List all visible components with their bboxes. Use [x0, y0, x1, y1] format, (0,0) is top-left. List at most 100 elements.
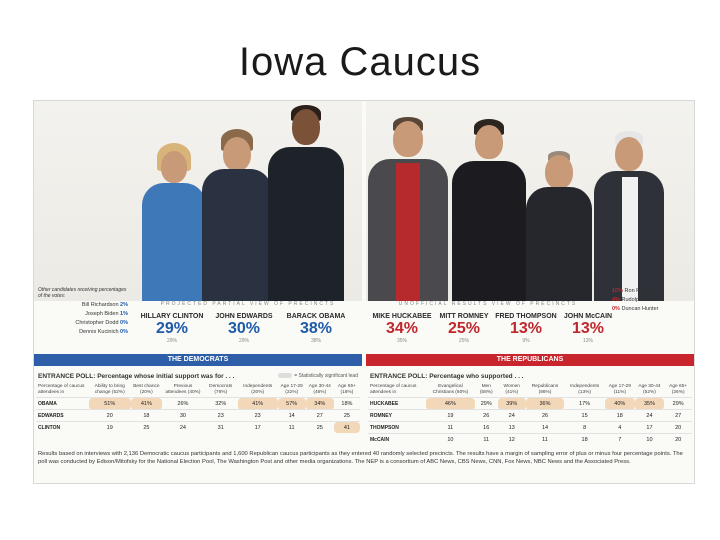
- table-cell: 29%: [474, 397, 498, 410]
- table-cell: 17%: [564, 397, 606, 410]
- table-cell: 25: [305, 421, 334, 433]
- table-row: EDWARDS 20 18 30 23 23 14 27 25: [36, 409, 360, 422]
- table-cell: 18%: [333, 397, 360, 410]
- table-cell: 46%: [425, 397, 475, 410]
- table-cell: 13: [497, 421, 526, 434]
- table-cell: 10: [634, 433, 665, 445]
- others-item: Joseph Biden 1%: [85, 311, 128, 317]
- table-cell: 34%: [305, 397, 334, 410]
- table-cell: 17: [237, 421, 278, 433]
- table-cell: 11: [277, 421, 306, 433]
- table-cell: 20: [88, 409, 131, 422]
- table-row: CLINTON 19 25 24 31 17 11 25 41: [36, 421, 360, 433]
- democrats-poll-table: Percentage of caucus attendees in Abilit…: [36, 383, 360, 433]
- table-cell: 25: [130, 421, 163, 433]
- table-cell: 17: [634, 421, 665, 434]
- democrats-photo: [34, 101, 362, 301]
- row-candidate-name: EDWARDS: [36, 409, 89, 422]
- table-cell: 31: [203, 421, 238, 433]
- table-cell: 24: [497, 409, 526, 422]
- table-cell: 57%: [277, 397, 306, 410]
- candidate-obama: BARACK OBAMA 38% 38%: [286, 313, 346, 344]
- thompson-figure: [526, 149, 592, 301]
- others-item: 10% Ron Paul: [612, 288, 648, 294]
- table-cell: 4: [605, 421, 635, 434]
- table-cell: 39%: [497, 397, 526, 410]
- table-cell: 27: [305, 409, 334, 422]
- others-item: Christopher Dodd 0%: [75, 320, 128, 326]
- methodology-footnote: Results based on interviews with 2,136 D…: [38, 451, 683, 465]
- republicans-photo: [366, 101, 694, 301]
- table-cell: 41: [333, 421, 360, 433]
- table-cell: 26%: [162, 397, 204, 410]
- table-cell: 19: [88, 421, 131, 433]
- edwards-figure: [202, 129, 272, 301]
- table-cell: 11: [525, 433, 565, 445]
- table-cell: 20: [664, 421, 692, 434]
- others-item: 0% Duncan Hunter: [612, 306, 659, 312]
- table-cell: 25: [333, 409, 360, 422]
- table-cell: 20: [664, 433, 692, 445]
- table-header-row: Percentage of caucus attendees in Evange…: [370, 384, 688, 395]
- others-item: Dennis Kucinich 0%: [79, 329, 128, 335]
- table-cell: 10: [425, 433, 475, 445]
- table-cell: 19: [425, 409, 475, 422]
- candidate-thompson: FRED THOMPSON 13% 9%: [495, 313, 557, 344]
- obama-figure: [268, 105, 344, 301]
- table-cell: 27: [664, 409, 692, 422]
- table-cell: 24: [634, 409, 665, 422]
- table-cell: 11: [425, 421, 475, 434]
- huckabee-figure: [368, 117, 448, 301]
- table-cell: 16: [474, 421, 498, 434]
- republicans-others-list: 10% Ron Paul 4% Rudolph Giuliani 0% Dunc…: [612, 287, 692, 314]
- table-cell: 36%: [525, 397, 565, 410]
- table-cell: 12: [497, 433, 526, 445]
- table-cell: 11: [474, 433, 498, 445]
- table-cell: 35%: [634, 397, 665, 410]
- table-cell: 32%: [203, 397, 238, 410]
- candidate-romney: MITT ROMNEY 25% 25%: [439, 313, 489, 344]
- democrats-poll-title: ENTRANCE POLL: Percentage whose initial …: [38, 373, 235, 380]
- table-cell: 23: [203, 409, 238, 422]
- row-candidate-name: CLINTON: [36, 421, 89, 433]
- row-candidate-name: HUCKABEE: [368, 397, 426, 410]
- table-cell: 51%: [88, 397, 131, 410]
- table-cell: 29%: [664, 397, 692, 410]
- table-cell: 26: [525, 409, 565, 422]
- table-cell: 15: [564, 409, 606, 422]
- table-cell: 23: [237, 409, 278, 422]
- democrats-others-list: Other candidates receiving percentages o…: [38, 287, 128, 337]
- row-candidate-name: McCAIN: [368, 433, 426, 445]
- clinton-figure: [142, 141, 206, 301]
- photo-caption: UNOFFICIAL RESULTS VIEW OF PRECINCTS: [398, 301, 578, 307]
- democrats-banner: THE DEMOCRATS: [34, 354, 362, 366]
- others-item: Bill Richardson 2%: [81, 302, 128, 308]
- row-candidate-name: OBAMA: [36, 397, 89, 410]
- table-cell: 41%: [237, 397, 278, 410]
- others-heading: Other candidates receiving percentages o…: [38, 287, 127, 299]
- others-item: 4% Rudolph Giuliani: [612, 297, 662, 303]
- table-row: ROMNEY 19 26 24 26 15 18 24 27: [368, 409, 692, 422]
- table-cell: 26: [474, 409, 498, 422]
- romney-figure: [452, 119, 526, 301]
- candidate-huckabee: MIKE HUCKABEE 34% 35%: [372, 313, 432, 344]
- row-candidate-name: ROMNEY: [368, 409, 426, 422]
- republicans-panel: 10% Ron Paul 4% Rudolph Giuliani 0% Dunc…: [366, 101, 694, 445]
- table-cell: 14: [277, 409, 306, 422]
- slide-title: Iowa Caucus: [238, 40, 482, 84]
- republicans-banner: THE REPUBLICANS: [366, 354, 694, 366]
- candidate-clinton: HILLARY CLINTON 29% 29%: [140, 313, 204, 344]
- mccain-figure: [594, 131, 664, 301]
- table-row: THOMPSON 11 16 13 14 8 4 17 20: [368, 421, 692, 434]
- republicans-poll-table: Percentage of caucus attendees in Evange…: [368, 383, 692, 445]
- table-row: McCAIN 10 11 12 11 18 7 10 20: [368, 433, 692, 445]
- significance-legend: = Statistically significant lead: [278, 373, 358, 379]
- table-cell: 18: [564, 433, 606, 445]
- photo-caption: PROJECTED PARTIAL VIEW OF PRECINCTS: [160, 301, 336, 307]
- row-candidate-name: THOMPSON: [368, 421, 426, 434]
- table-cell: 18: [130, 409, 163, 422]
- table-cell: 30: [162, 409, 204, 422]
- table-cell: 41%: [130, 397, 163, 410]
- candidate-edwards: JOHN EDWARDS 30% 29%: [215, 313, 273, 344]
- table-header-row: Percentage of caucus attendees in Abilit…: [38, 384, 356, 395]
